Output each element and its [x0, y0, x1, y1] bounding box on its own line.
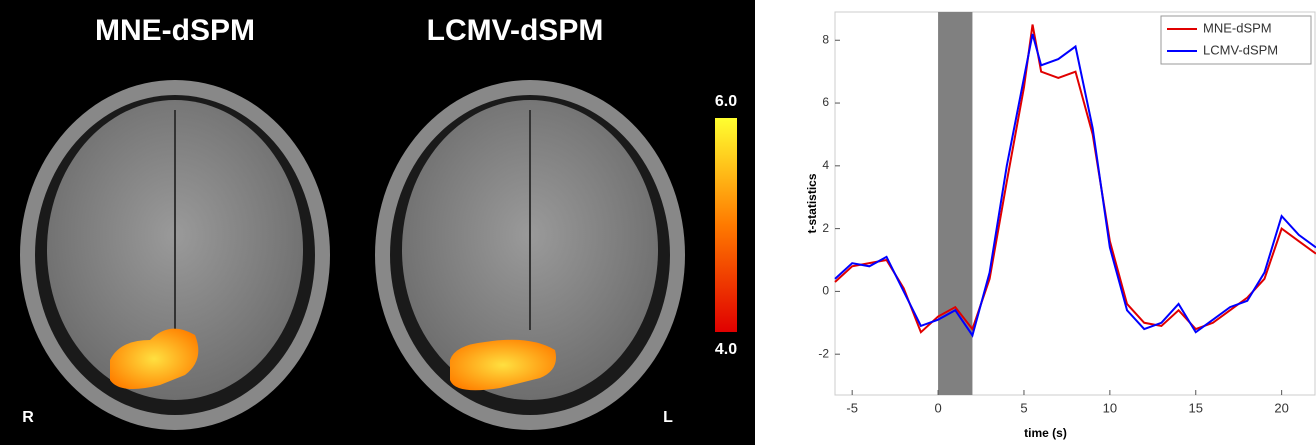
legend-label: MNE-dSPM: [1203, 20, 1272, 35]
brain-left: [20, 80, 330, 430]
image-title: MNE-dSPM: [95, 14, 255, 47]
colorbar: [715, 118, 737, 332]
plot-area: [835, 12, 1315, 395]
orientation-label: R: [22, 409, 34, 426]
x-tick-label: 0: [934, 400, 941, 415]
x-tick-label: 15: [1189, 400, 1203, 415]
colorbar-label: 4.0: [715, 341, 737, 358]
brain-right: [375, 80, 685, 430]
x-tick-label: -5: [846, 400, 858, 415]
y-tick-label: 6: [822, 95, 829, 109]
stimulus-span: [938, 12, 972, 395]
image-title: LCMV-dSPM: [427, 14, 604, 47]
orientation-label: L: [663, 409, 673, 426]
y-tick-label: -2: [818, 346, 829, 360]
legend-label: LCMV-dSPM: [1203, 42, 1278, 57]
y-tick-label: 4: [822, 158, 829, 172]
colorbar-label: 6.0: [715, 93, 737, 110]
y-tick-label: 8: [822, 32, 829, 46]
y-tick-label: 0: [822, 284, 829, 298]
x-tick-label: 5: [1020, 400, 1027, 415]
figure: MNE-dSPM LCMV-dSPM R L 6.0 4.0 -2 0 2 4 6 8 -5 0 5…: [0, 0, 1316, 445]
y-tick-label: 2: [822, 221, 829, 235]
y-axis-label: t-statistics: [805, 173, 819, 233]
x-axis-label: time (s): [1024, 426, 1067, 440]
x-tick-label: 20: [1274, 400, 1288, 415]
x-tick-label: 10: [1103, 400, 1117, 415]
